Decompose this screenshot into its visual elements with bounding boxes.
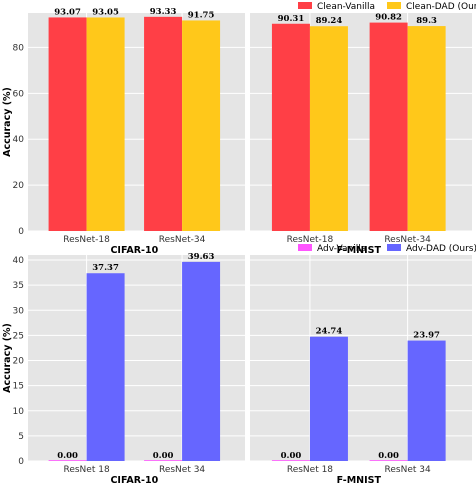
legend-swatch (298, 244, 312, 251)
data-label: 89.3 (416, 16, 437, 26)
bar (48, 460, 87, 461)
legend-swatch (298, 2, 312, 9)
bar (182, 20, 221, 231)
y-axis-label: Accuracy (%) (2, 87, 13, 157)
x-tick-label: ResNet 34 (159, 465, 205, 475)
x-tick-label: ResNet-18 (287, 235, 334, 245)
y-tick-label: 0 (18, 227, 24, 237)
y-tick-label: 5 (18, 432, 24, 442)
bar (407, 340, 446, 461)
bar (369, 460, 408, 461)
bar (48, 17, 87, 231)
y-tick-label: 30 (13, 306, 25, 316)
panel-title: F-MNIST (337, 245, 382, 256)
data-label: 0.00 (57, 451, 78, 461)
data-label: 0.00 (378, 451, 399, 461)
y-tick-label: 40 (13, 256, 25, 266)
bar (144, 16, 183, 231)
bar (271, 23, 310, 232)
y-tick-label: 35 (13, 281, 24, 291)
x-tick-label: ResNet-18 (63, 235, 110, 245)
bar (182, 261, 221, 461)
x-tick-label: ResNet-34 (159, 235, 206, 245)
data-label: 23.97 (413, 331, 440, 341)
data-label: 0.00 (281, 451, 302, 461)
y-axis-label: Accuracy (%) (2, 323, 13, 393)
x-tick-label: ResNet 18 (287, 465, 333, 475)
data-label: 24.74 (316, 327, 343, 337)
y-tick-label: 10 (13, 407, 25, 417)
data-label: 89.24 (316, 16, 343, 26)
data-label: 93.07 (54, 7, 81, 17)
x-tick-label: ResNet 18 (63, 465, 109, 475)
data-label: 37.37 (92, 263, 119, 273)
data-label: 39.63 (188, 252, 215, 262)
data-label: 0.00 (153, 451, 174, 461)
bar (369, 22, 408, 232)
legend-label: Clean-DAD (Ours) (406, 2, 476, 12)
chart-panel-2: 90.31 89.24 ResNet-18 90.82 89.3 ResNet-34F-M… (250, 2, 476, 256)
y-tick-label: 0 (18, 457, 24, 467)
y-tick-label: 40 (13, 135, 25, 145)
legend-swatch (387, 2, 401, 9)
bar (86, 273, 125, 461)
chart-panel-1: 0 20 40 60 80 93.07 93.05 ResNet-18 93.33 91.75 Re… (2, 7, 245, 256)
legend-label: Adv-DAD (Ours) (406, 244, 476, 254)
data-label: 90.31 (278, 14, 305, 24)
bar (309, 26, 348, 232)
x-tick-label: ResNet 34 (385, 465, 431, 475)
bar (309, 336, 348, 461)
y-tick-label: 20 (13, 181, 25, 191)
chart-panel-3: 0 5 10 15 20 25 30 35 40 0.00 37.37 ResNet 18 0.00 39… (2, 252, 245, 483)
data-label: 93.05 (92, 7, 119, 17)
data-label: 91.75 (188, 10, 215, 20)
y-tick-label: 60 (13, 89, 25, 99)
x-tick-label: ResNet-34 (384, 235, 431, 245)
bar (271, 460, 310, 461)
y-tick-label: 20 (13, 357, 25, 367)
bar (86, 17, 125, 232)
legend-swatch (387, 244, 401, 251)
panel-title: CIFAR-10 (110, 245, 158, 256)
y-tick-label: 80 (13, 43, 25, 53)
legend: Adv-Vanilla Adv-DAD (Ours) (298, 244, 476, 254)
bar (144, 460, 183, 461)
data-label: 93.33 (150, 7, 177, 17)
y-tick-label: 25 (13, 331, 24, 341)
y-tick-label: 15 (13, 382, 24, 392)
legend: Clean-Vanilla Clean-DAD (Ours) (298, 2, 476, 12)
panel-title: CIFAR-10 (110, 475, 158, 483)
legend-label: Clean-Vanilla (317, 2, 375, 12)
legend-label: Adv-Vanilla (317, 244, 366, 254)
bar (407, 26, 446, 231)
data-label: 90.82 (375, 13, 402, 23)
panel-title: F-MNIST (337, 475, 382, 483)
